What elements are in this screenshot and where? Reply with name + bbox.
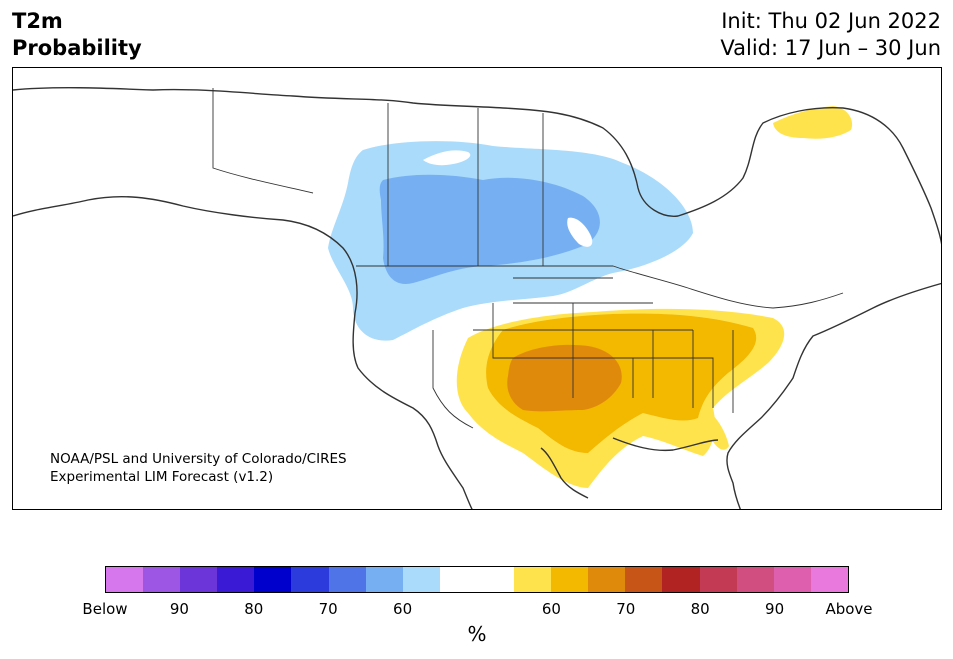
colorbar-unit-label: % <box>467 622 487 646</box>
colorbar-tick-label: 60 <box>393 600 413 618</box>
colorbar-segment <box>736 567 774 592</box>
map-title: T2m Probability <box>12 8 142 62</box>
valid-range: Valid: 17 Jun – 30 Jun <box>720 36 941 60</box>
colorbar-segment <box>217 567 255 592</box>
above-60-region-florida <box>704 408 729 450</box>
credit-line-1: NOAA/PSL and University of Colorado/CIRE… <box>50 451 347 467</box>
colorbar-tick-label: Below <box>82 600 128 618</box>
title-line-1: T2m <box>12 9 63 33</box>
colorbar-segment <box>588 567 626 592</box>
colorbar-tick-label: 90 <box>169 600 189 618</box>
above-60-region-northeast-canada <box>773 106 853 139</box>
colorbar-segment <box>180 567 218 592</box>
below-normal-probability <box>328 141 693 341</box>
colorbar-segment <box>402 567 440 592</box>
title-line-2: Probability <box>12 36 142 60</box>
below-70-region <box>379 174 600 284</box>
above-70-region <box>507 344 622 412</box>
coastlines <box>13 86 941 509</box>
credit-line-2: Experimental LIM Forecast (v1.2) <box>50 469 274 485</box>
colorbar-tick-label: 70 <box>318 600 338 618</box>
colorbar-tick-label: 60 <box>541 600 561 618</box>
init-date: Init: Thu 02 Jun 2022 <box>721 9 941 33</box>
north-america-map <box>13 86 941 509</box>
colorbar-segment <box>254 567 292 592</box>
colorbar-segment <box>439 567 477 592</box>
colorbar-segment <box>551 567 589 592</box>
colorbar-tick-label: 70 <box>616 600 636 618</box>
colorbar-segment <box>810 567 848 592</box>
colorbar-segment <box>143 567 181 592</box>
lake-winnipeg <box>567 217 593 247</box>
colorbar-segment <box>699 567 737 592</box>
colorbar-tick-label: 90 <box>765 600 785 618</box>
colorbar-segment <box>476 567 515 592</box>
colorbar-tick-label: Above <box>825 600 873 618</box>
colorbar-segment <box>662 567 700 592</box>
colorbar-segment <box>514 567 552 592</box>
colorbar-segment <box>328 567 366 592</box>
credit-text: NOAA/PSL and University of Colorado/CIRE… <box>50 450 347 486</box>
colorbar-tick-label: 80 <box>244 600 264 618</box>
map-panel: NOAA/PSL and University of Colorado/CIRE… <box>12 67 942 510</box>
colorbar-tick-label: 80 <box>690 600 710 618</box>
colorbar-segment <box>365 567 403 592</box>
forecast-dates: Init: Thu 02 Jun 2022 Valid: 17 Jun – 30… <box>720 8 941 62</box>
probability-colorbar <box>105 566 849 593</box>
political-borders <box>212 88 844 429</box>
great-slave-lake <box>423 150 471 166</box>
colorbar-segment <box>106 567 144 592</box>
colorbar-segment <box>625 567 663 592</box>
colorbar-segment <box>773 567 811 592</box>
colorbar-segment <box>291 567 329 592</box>
